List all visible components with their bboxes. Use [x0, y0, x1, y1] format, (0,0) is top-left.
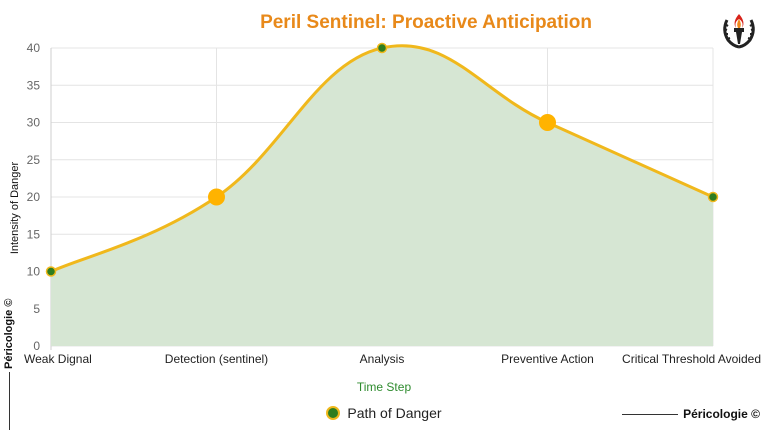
x-axis-ticks: Weak Dignal Detection (sentinel) Analysis P…	[24, 352, 761, 366]
x-tick-label: Preventive Action	[501, 352, 594, 366]
side-divider	[9, 372, 10, 430]
y-tick-label: 5	[33, 302, 40, 316]
data-point[interactable]	[208, 188, 225, 206]
y-axis-label: Intensity of Danger	[9, 162, 21, 255]
y-axis-ticks: 0 5 10 15 20 25 30 35 40	[27, 41, 41, 353]
y-tick-label: 0	[33, 339, 40, 353]
x-tick-label: Critical Threshold Avoided	[622, 352, 761, 366]
x-tick-label: Analysis	[360, 352, 405, 366]
footer-divider	[622, 414, 678, 415]
side-brand-text: Péricologie ©	[3, 298, 15, 369]
area-series	[50, 44, 714, 346]
data-point[interactable]	[376, 42, 388, 54]
y-tick-label: 10	[27, 265, 41, 279]
data-points	[45, 42, 719, 277]
data-point[interactable]	[707, 191, 719, 203]
y-tick-label: 15	[27, 227, 41, 241]
torch-laurel-emblem-icon	[719, 9, 759, 49]
area-fill	[51, 45, 713, 346]
legend-marker-icon	[326, 406, 341, 420]
legend-label: Path of Danger	[347, 405, 442, 421]
y-tick-label: 20	[27, 190, 41, 204]
x-axis-label: Time Step	[357, 380, 412, 394]
y-tick-label: 35	[27, 78, 41, 92]
footer-brand-text: Péricologie ©	[683, 407, 760, 421]
data-point[interactable]	[539, 114, 556, 131]
x-tick-label: Weak Dignal	[24, 352, 92, 366]
y-tick-label: 30	[27, 116, 41, 130]
x-tick-label: Detection (sentinel)	[165, 352, 268, 366]
legend[interactable]: Path of Danger	[0, 405, 768, 421]
chart-title: Peril Sentinel: Proactive Anticipation	[260, 12, 592, 33]
data-point[interactable]	[45, 266, 57, 277]
y-tick-label: 25	[27, 153, 41, 167]
y-tick-label: 40	[27, 41, 41, 55]
